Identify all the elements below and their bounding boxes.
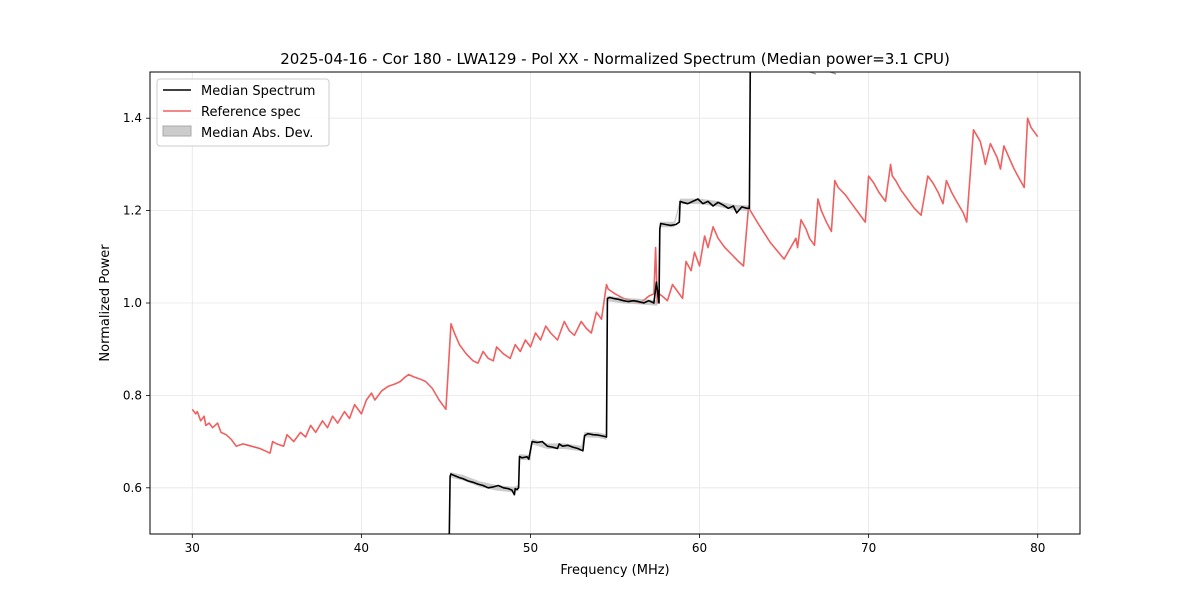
- plot-layer: [191, 72, 1039, 534]
- x-axis-label: Frequency (MHz): [560, 563, 669, 578]
- legend-box: [156, 78, 330, 147]
- y-tick-label: 1.2: [123, 204, 142, 218]
- x-tick-label: 70: [861, 541, 876, 555]
- y-tick-label: 1.0: [123, 296, 142, 310]
- legend: Median Spectrum Reference spec Median Ab…: [156, 78, 330, 147]
- reference-spectrum-line: [191, 117, 1039, 454]
- x-tick-label: 80: [1030, 541, 1045, 555]
- chart-title: 2025-04-16 - Cor 180 - LWA129 - Pol XX -…: [280, 50, 950, 68]
- legend-median-label: Median Spectrum: [201, 84, 315, 99]
- legend-mad-label: Median Abs. Dev.: [201, 126, 313, 141]
- x-tick-label: 40: [354, 541, 369, 555]
- y-tick-label: 0.6: [123, 481, 142, 495]
- x-tick-label: 50: [523, 541, 538, 555]
- legend-reference-label: Reference spec: [201, 105, 301, 120]
- grid: [150, 72, 1080, 534]
- legend-mad-swatch: [162, 125, 192, 137]
- y-tick-label: 0.8: [123, 388, 142, 402]
- median-abs-dev-band: [450, 198, 751, 493]
- ticks: 30 40 50 60 70 80 0.6 0.8 1.0 1.2 1.4: [123, 111, 1045, 555]
- median-spectrum-line: [448, 72, 752, 534]
- x-tick-label: 60: [692, 541, 707, 555]
- y-axis-label: Normalized Power: [98, 244, 113, 362]
- y-tick-label: 1.4: [123, 111, 142, 125]
- x-tick-label: 30: [185, 541, 200, 555]
